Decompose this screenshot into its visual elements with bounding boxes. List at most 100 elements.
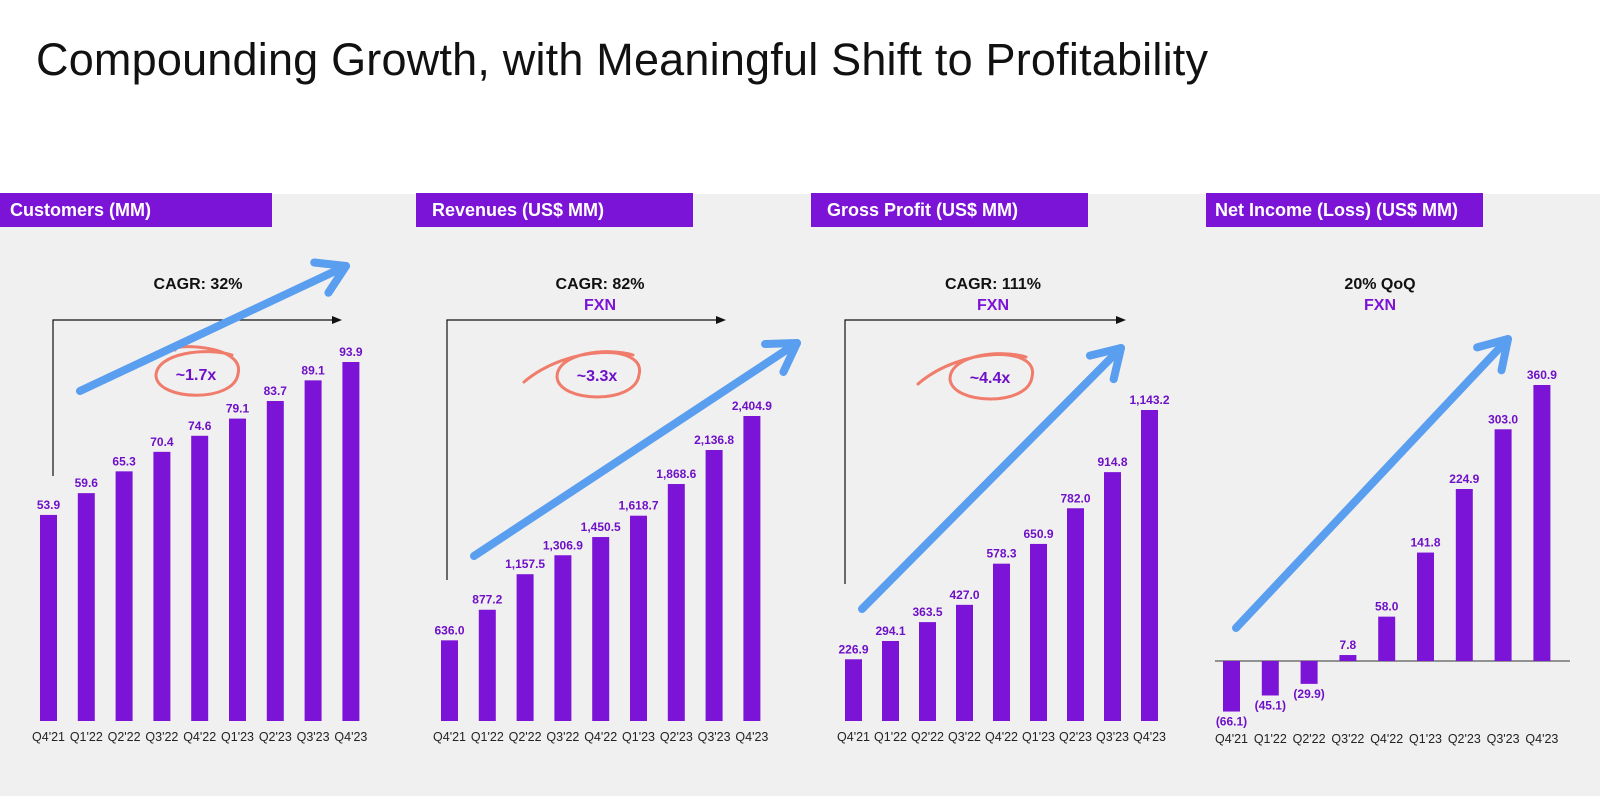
customers-data-label: 89.1 bbox=[301, 363, 325, 377]
revenues-x-tick-label: Q4'21 bbox=[433, 730, 466, 744]
gross-profit-bar bbox=[993, 563, 1010, 721]
customers-bar bbox=[266, 400, 284, 721]
net-income-bar bbox=[1261, 661, 1279, 696]
revenues-bar bbox=[705, 450, 723, 721]
net-income-x-tick-label: Q4'22 bbox=[1370, 732, 1403, 746]
customers-x-tick-label: Q4'22 bbox=[183, 730, 216, 744]
customers-data-label: 93.9 bbox=[339, 345, 363, 359]
customers-trend-arrowhead bbox=[310, 258, 350, 297]
net-income-data-label: 58.0 bbox=[1375, 600, 1399, 614]
customers-bar bbox=[115, 471, 133, 721]
revenues-cagr-basis: FXN bbox=[584, 297, 616, 314]
revenues-data-label: 1,306.9 bbox=[543, 538, 583, 552]
net-income-data-label: 141.8 bbox=[1410, 536, 1440, 550]
net-income-bar bbox=[1533, 385, 1551, 661]
revenues-bar bbox=[516, 574, 534, 721]
net-income-data-label: 360.9 bbox=[1527, 368, 1557, 382]
gross-profit-cagr: CAGR: 111% FXN bbox=[913, 276, 1073, 315]
revenues-data-label: 636.0 bbox=[434, 623, 464, 637]
gross-profit-bar bbox=[1030, 543, 1047, 721]
net-income-x-tick-label: Q3'22 bbox=[1331, 732, 1364, 746]
net-income-bar bbox=[1417, 552, 1434, 661]
gross-profit-multiplier-label: ~4.4x bbox=[970, 370, 1011, 387]
revenues-trend-arrowhead bbox=[761, 339, 801, 376]
net-income-qoq-basis: FXN bbox=[1364, 297, 1396, 314]
net-income-bar bbox=[1378, 616, 1396, 661]
revenues-cagr: CAGR: 82% FXN bbox=[520, 276, 680, 315]
customers-x-tick-label: Q3'23 bbox=[297, 730, 330, 744]
gross-profit-bar bbox=[882, 640, 899, 721]
gross-profit-data-label: 1,143.2 bbox=[1129, 393, 1169, 407]
gross-profit-bar bbox=[1067, 508, 1084, 721]
net-income-data-label: 303.0 bbox=[1488, 412, 1518, 426]
gross-profit-x-tick-label: Q3'22 bbox=[948, 730, 981, 744]
customers-bar bbox=[304, 380, 322, 721]
customers-x-tick-label: Q3'22 bbox=[145, 730, 178, 744]
customers-data-label: 59.6 bbox=[75, 476, 99, 490]
revenues-data-label: 877.2 bbox=[472, 593, 502, 607]
net-income-x-tick-label: Q1'22 bbox=[1254, 732, 1287, 746]
revenues-trend-arrow bbox=[470, 339, 801, 560]
net-income-data-label: (45.1) bbox=[1255, 698, 1286, 712]
customers-trend-arrow bbox=[76, 262, 350, 395]
revenues-x-tick-label: Q2'22 bbox=[509, 730, 542, 744]
page-title: Compounding Growth, with Meaningful Shif… bbox=[36, 34, 1209, 85]
customers-x-tick-label: Q1'22 bbox=[70, 730, 103, 744]
gross-profit-x-tick-label: Q2'23 bbox=[1059, 730, 1092, 744]
customers-bar bbox=[342, 362, 360, 721]
net-income-data-label: 224.9 bbox=[1449, 472, 1479, 486]
revenues-x-tick-label: Q3'23 bbox=[698, 730, 731, 744]
net-income-bar bbox=[1300, 661, 1318, 684]
gross-profit-bracket-arrowhead bbox=[1116, 316, 1126, 324]
net-income-qoq-value: 20% QoQ bbox=[1344, 276, 1416, 293]
gross-profit-x-tick-label: Q4'21 bbox=[837, 730, 870, 744]
gross-profit-bar bbox=[956, 604, 973, 721]
customers-header: Customers (MM) bbox=[0, 193, 272, 227]
net-income-header: Net Income (Loss) (US$ MM) bbox=[1206, 193, 1483, 227]
customers-bar bbox=[191, 435, 209, 721]
net-income-qoq: 20% QoQ FXN bbox=[1300, 276, 1460, 315]
gross-profit-data-label: 650.9 bbox=[1023, 527, 1053, 541]
customers-bar bbox=[77, 493, 95, 721]
revenues-x-tick-label: Q4'22 bbox=[584, 730, 617, 744]
customers-bar bbox=[153, 451, 171, 721]
gross-profit-multiplier-circle bbox=[916, 352, 1034, 401]
customers-cagr: CAGR: 32% bbox=[118, 276, 278, 294]
net-income-bar bbox=[1494, 429, 1512, 661]
revenues-cagr-value: CAGR: 82% bbox=[555, 276, 645, 293]
revenues-x-tick-label: Q2'23 bbox=[660, 730, 693, 744]
revenues-header: Revenues (US$ MM) bbox=[416, 193, 693, 227]
revenues-multiplier-label: ~3.3x bbox=[577, 368, 618, 385]
gross-profit-x-tick-label: Q3'23 bbox=[1096, 730, 1129, 744]
gross-profit-x-tick-label: Q4'22 bbox=[985, 730, 1018, 744]
net-income-bar bbox=[1339, 655, 1357, 661]
customers-bar bbox=[229, 418, 246, 721]
gross-profit-bar bbox=[919, 622, 936, 721]
gross-profit-x-tick-label: Q1'22 bbox=[874, 730, 907, 744]
gross-profit-bar bbox=[1141, 410, 1158, 721]
customers-bar bbox=[40, 514, 57, 721]
gross-profit-data-label: 226.9 bbox=[838, 642, 868, 656]
customers-data-label: 53.9 bbox=[37, 498, 61, 512]
revenues-data-label: 2,136.8 bbox=[694, 433, 734, 447]
revenues-bar bbox=[554, 555, 572, 721]
revenues-bar bbox=[667, 484, 685, 721]
revenues-x-tick-label: Q1'22 bbox=[471, 730, 504, 744]
customers-data-label: 65.3 bbox=[112, 454, 136, 468]
net-income-x-tick-label: Q3'23 bbox=[1487, 732, 1520, 746]
gross-profit-growth-bracket bbox=[844, 319, 1118, 584]
gross-profit-data-label: 782.0 bbox=[1060, 491, 1090, 505]
customers-x-tick-label: Q4'23 bbox=[334, 730, 367, 744]
revenues-multiplier-circle bbox=[522, 350, 641, 399]
net-income-data-label: 7.8 bbox=[1340, 638, 1357, 652]
gross-profit-header: Gross Profit (US$ MM) bbox=[811, 193, 1088, 227]
gross-profit-x-tick-label: Q2'22 bbox=[911, 730, 944, 744]
customers-data-label: 79.1 bbox=[226, 402, 250, 416]
gross-profit-data-label: 294.1 bbox=[875, 624, 905, 638]
customers-data-label: 83.7 bbox=[264, 384, 288, 398]
net-income-trend-arrow bbox=[1232, 335, 1512, 632]
gross-profit-data-label: 578.3 bbox=[986, 547, 1016, 561]
net-income-x-tick-label: Q2'23 bbox=[1448, 732, 1481, 746]
customers-bracket-arrowhead bbox=[332, 316, 342, 324]
